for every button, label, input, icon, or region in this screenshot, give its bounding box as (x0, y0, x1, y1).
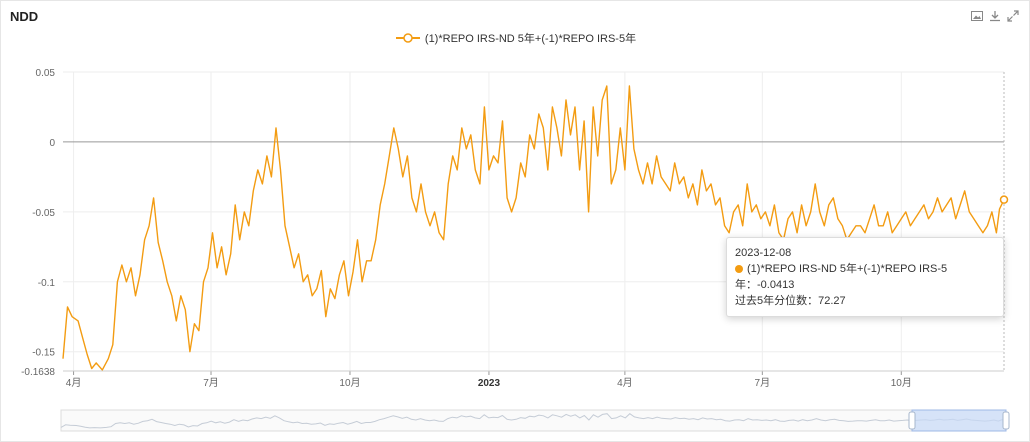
save-image-icon[interactable] (971, 10, 983, 22)
x-tick-label: 10月 (891, 377, 912, 389)
tooltip-series-marker (735, 265, 743, 274)
legend-line-icon (395, 33, 420, 43)
tooltip-date: 2023-12-08 (735, 247, 792, 259)
x-tick-label: 7月 (203, 377, 219, 389)
zoom-handle[interactable] (1002, 411, 1010, 430)
chart-title: NDD (10, 9, 39, 24)
legend-label: (1)*REPO IRS-ND 5年+(-1)*REPO IRS-5年 (424, 33, 637, 45)
zoom-selection (911, 409, 1007, 432)
tooltip: 2023-12-08 (1)*REPO IRS-ND 5年+(-1)*REPO … (726, 237, 1004, 317)
x-tick-label: 4月 (617, 377, 633, 389)
x-tick-label: 10月 (339, 377, 360, 389)
y-tick-label: -0.1638 (21, 367, 55, 378)
data-zoom (60, 409, 1010, 432)
zoom-preview-line (60, 413, 1007, 429)
tooltip-series-row: (1)*REPO IRS-ND 5年+(-1)*REPO IRS-5年：-0.0… (735, 261, 995, 293)
hover-point (999, 195, 1009, 204)
y-tick-label: 0.05 (36, 68, 56, 79)
series-layer (62, 85, 1009, 371)
download-icon[interactable] (989, 10, 1001, 22)
x-tick-label: 4月 (66, 377, 82, 389)
chart-toolbox (971, 10, 1019, 22)
chart-legend: (1)*REPO IRS-ND 5年+(-1)*REPO IRS-5年 (1, 30, 1030, 47)
tooltip-series-text: (1)*REPO IRS-ND 5年+(-1)*REPO IRS-5年：-0.0… (735, 263, 948, 291)
x-tick-label: 2023 (478, 378, 501, 389)
y-tick-label: -0.15 (32, 348, 55, 359)
tooltip-percentile: 过去5年分位数：72.27 (735, 295, 846, 307)
zoom-handle[interactable] (908, 411, 916, 430)
axes: 0.05 0 -0.05 -0.1 -0.15 -0.1638 4月 7月 10月 2023 4月 7… (21, 68, 1005, 389)
x-tick-label: 7月 (755, 377, 771, 389)
legend-item[interactable]: (1)*REPO IRS-ND 5年+(-1)*REPO IRS-5年 (395, 30, 637, 46)
fullscreen-icon[interactable] (1007, 10, 1019, 22)
series-line (62, 85, 1005, 371)
y-tick-label: 0 (49, 138, 55, 149)
y-tick-label: -0.1 (38, 278, 56, 289)
y-tick-label: -0.05 (32, 208, 55, 219)
grid-lines (63, 71, 1004, 372)
